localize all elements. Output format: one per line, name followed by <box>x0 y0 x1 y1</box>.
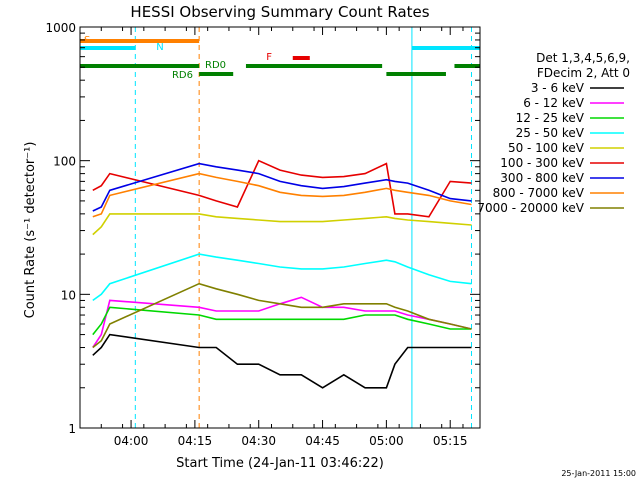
x-tick-label-5: 05:15 <box>433 434 468 448</box>
flag-label-saa: S <box>84 35 90 46</box>
y-axis-label: Count Rate (s⁻¹ detector⁻¹) <box>23 142 38 319</box>
legend-label-1: 6 - 12 keV <box>523 96 585 110</box>
plot-area: S N F RD0 RD6 1 10 100 1000 04:00 04:15 04:30 04:45 0… <box>45 21 481 448</box>
series-line-2 <box>92 306 472 336</box>
series-line-4 <box>92 213 472 236</box>
series-line-5 <box>92 159 472 218</box>
info-line-1: Det 1,3,4,5,6,9, <box>536 51 630 65</box>
info-block: Det 1,3,4,5,6,9, FDecim 2, Att 0 <box>536 51 630 80</box>
legend-label-8: 7000 - 20000 keV <box>477 201 584 215</box>
series-line-3 <box>92 253 472 302</box>
series-line-8 <box>92 282 472 349</box>
x-tick-label-3: 04:45 <box>305 434 340 448</box>
legend-label-0: 3 - 6 keV <box>531 81 585 95</box>
legend-label-6: 300 - 800 keV <box>500 171 584 185</box>
x-tick-label-0: 04:00 <box>114 434 149 448</box>
y-tick-label-1: 10 <box>61 288 76 302</box>
flag-label-flare: F <box>266 52 272 63</box>
y-tick-label-3: 1000 <box>45 21 76 35</box>
flag-label-rd6: RD6 <box>172 70 193 81</box>
legend-label-3: 25 - 50 keV <box>516 126 585 140</box>
series-line-7 <box>92 172 472 218</box>
chart-title: HESSI Observing Summary Count Rates <box>130 3 429 21</box>
x-tick-label-1: 04:15 <box>178 434 213 448</box>
legend-label-4: 50 - 100 keV <box>508 141 585 155</box>
series-line-0 <box>92 333 472 389</box>
legend-label-2: 12 - 25 keV <box>516 111 585 125</box>
x-axis-label: Start Time (24-Jan-11 03:46:22) <box>176 456 384 471</box>
x-tick-label-4: 05:00 <box>369 434 404 448</box>
y-tick-label-2: 100 <box>53 155 76 169</box>
series-line-6 <box>92 162 472 212</box>
series-line-1 <box>92 296 472 348</box>
date-stamp: 25-Jan-2011 15:00 <box>561 469 636 478</box>
x-tick-label-2: 04:30 <box>241 434 276 448</box>
info-line-2: FDecim 2, Att 0 <box>537 66 630 80</box>
plot-frame <box>79 26 481 429</box>
legend-label-5: 100 - 300 keV <box>500 156 584 170</box>
legend-label-7: 800 - 7000 keV <box>493 186 585 200</box>
y-tick-label-0: 1 <box>68 422 76 436</box>
flag-label-rd0: RD0 <box>205 60 226 71</box>
flag-label-night: N <box>156 42 163 53</box>
